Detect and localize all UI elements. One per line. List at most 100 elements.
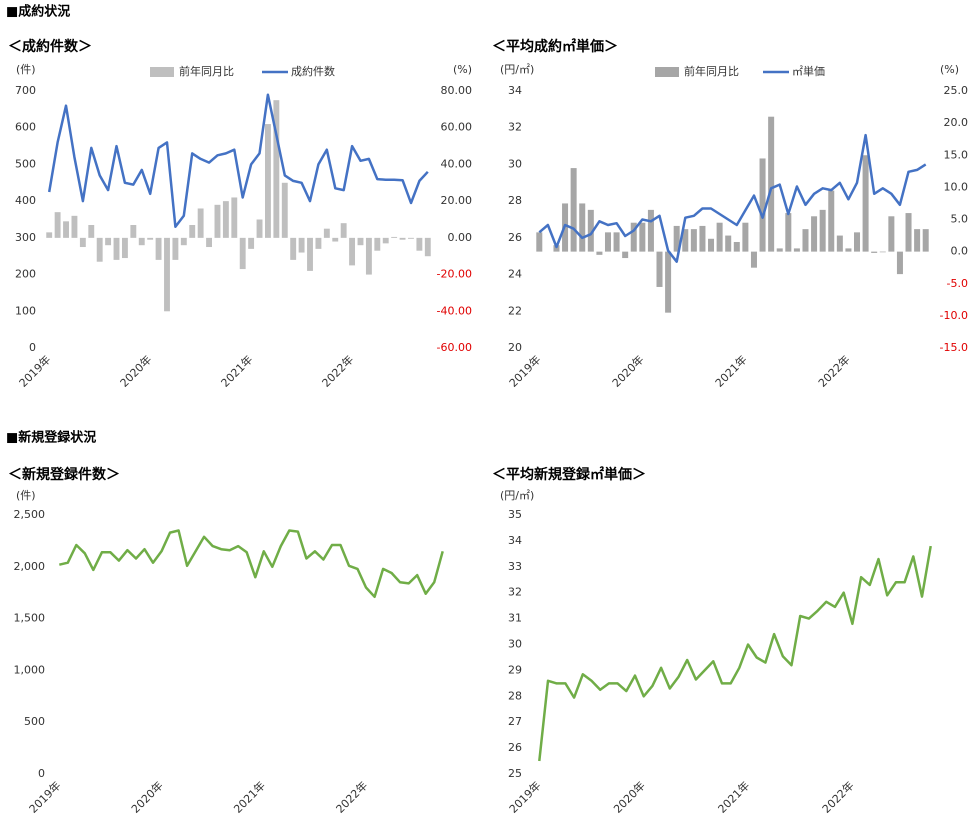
bar	[553, 245, 560, 252]
y-axis-unit: (円/㎡)	[500, 489, 534, 502]
y-tick-label: 30	[508, 638, 522, 651]
y2-tick-label: -10.0	[940, 309, 968, 322]
bar	[888, 216, 895, 252]
y-axis-unit: (件)	[16, 63, 36, 76]
bar	[836, 235, 843, 252]
y-tick-label: 400	[15, 194, 36, 207]
bar	[647, 209, 654, 252]
bar	[340, 223, 347, 238]
bar	[424, 237, 431, 257]
y2-tick-label: -40.00	[437, 304, 472, 317]
bar	[862, 155, 869, 252]
y2-axis-unit: (%)	[940, 63, 959, 76]
bar	[630, 222, 637, 252]
y-tick-label: 1,000	[14, 663, 46, 676]
x-tick-label: 2021年	[712, 352, 749, 389]
bar	[682, 229, 689, 252]
bar	[206, 237, 212, 248]
bar	[96, 237, 103, 262]
y-tick-label: 33	[508, 560, 522, 573]
bar	[785, 213, 792, 252]
section-heading: ■新規登録状況	[6, 430, 96, 446]
legend-label: 前年同月比	[179, 64, 234, 78]
legend-swatch	[150, 67, 174, 77]
y-tick-label: 20	[508, 341, 522, 354]
y-tick-label: 0	[38, 767, 45, 780]
x-tick-label: 2021年	[715, 778, 752, 815]
bar	[845, 248, 852, 252]
chart-title: ＜成約件数＞	[8, 38, 92, 55]
y2-tick-label: 5.0	[951, 213, 969, 226]
bar	[759, 158, 766, 252]
bar	[307, 237, 313, 271]
bar	[197, 208, 204, 238]
bar	[399, 237, 406, 240]
y2-tick-label: 25.0	[944, 84, 969, 97]
bar	[639, 222, 646, 252]
bar	[828, 190, 835, 252]
bar	[365, 237, 372, 275]
bar	[793, 248, 800, 252]
bar	[802, 229, 809, 252]
y-tick-label: 25	[508, 767, 522, 780]
bar	[708, 238, 715, 252]
y-tick-label: 500	[15, 157, 36, 170]
chart-title: ＜平均成約㎡単価＞	[492, 38, 618, 55]
bar	[905, 213, 912, 252]
y-tick-label: 300	[15, 231, 36, 244]
bar	[579, 203, 586, 252]
legend-swatch	[655, 67, 679, 77]
y-tick-label: 27	[508, 715, 522, 728]
bar	[854, 232, 861, 252]
bar	[265, 124, 271, 238]
bar	[776, 248, 783, 252]
bar	[79, 237, 86, 248]
legend-label: 前年同月比	[684, 64, 739, 78]
line	[538, 545, 932, 762]
bar	[382, 237, 389, 244]
y-tick-label: 28	[508, 194, 522, 207]
bar	[665, 251, 672, 313]
y2-tick-label: 0.00	[448, 231, 473, 244]
y-tick-label: 700	[15, 84, 36, 97]
x-tick-label: 2019年	[16, 352, 53, 389]
x-tick-label: 2021年	[231, 778, 268, 815]
bar	[105, 237, 112, 246]
bar	[71, 215, 78, 238]
bar	[690, 229, 697, 252]
bar	[408, 237, 414, 239]
bar	[290, 237, 297, 260]
bar	[180, 237, 187, 246]
bar	[733, 241, 740, 252]
y-axis-unit: (件)	[16, 489, 36, 502]
y2-tick-label: -20.00	[437, 268, 472, 281]
bar	[298, 237, 305, 253]
bar	[699, 225, 706, 252]
bar	[819, 209, 826, 252]
bar	[256, 219, 263, 238]
bar	[656, 251, 663, 287]
section-heading: ■成約状況	[6, 4, 70, 20]
bar	[155, 237, 162, 260]
bar	[54, 212, 61, 238]
bar	[273, 100, 280, 238]
bar	[750, 251, 757, 268]
bar	[613, 232, 620, 252]
y-tick-label: 2,500	[14, 508, 46, 521]
bar	[138, 237, 145, 246]
bar	[88, 225, 95, 238]
bar	[63, 221, 69, 238]
line	[47, 93, 429, 229]
y-tick-label: 600	[15, 121, 36, 134]
y-tick-label: 34	[508, 84, 522, 97]
bar	[811, 216, 818, 252]
y2-tick-label: 15.0	[944, 148, 969, 161]
bar	[596, 251, 603, 255]
bar	[879, 251, 886, 253]
y-tick-label: 32	[508, 586, 522, 599]
bar	[222, 201, 229, 238]
y2-tick-label: 0.0	[951, 245, 969, 258]
bar	[281, 182, 288, 238]
bar	[130, 225, 137, 238]
